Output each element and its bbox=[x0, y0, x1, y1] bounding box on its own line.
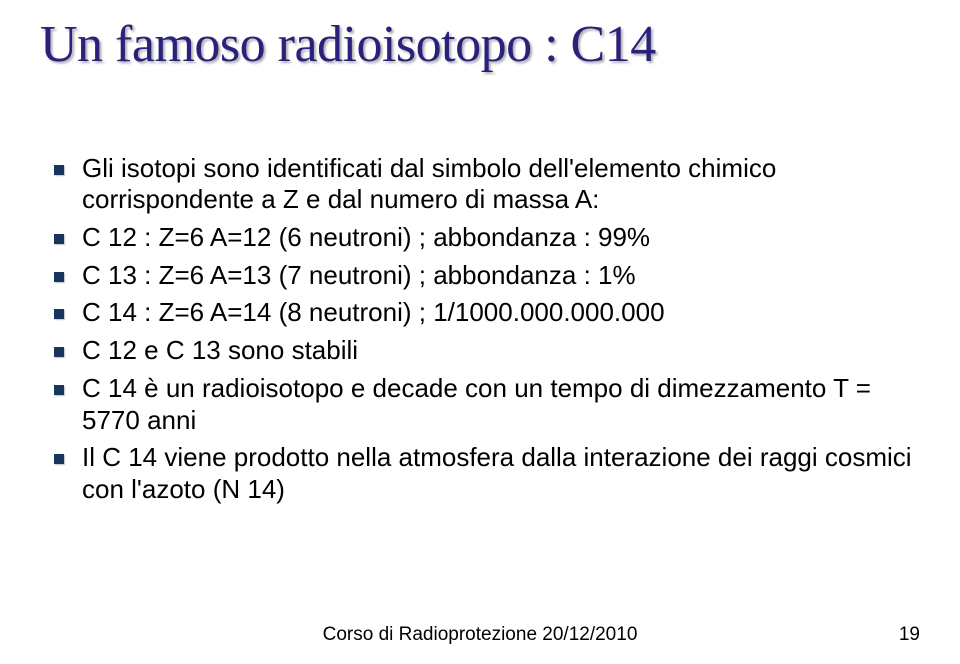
slide: Un famoso radioisotopo : C14 Gli isotopi… bbox=[0, 0, 960, 664]
bullet-list: Gli isotopi sono identificati dal simbol… bbox=[40, 153, 920, 506]
footer-text: Corso di Radioprotezione 20/12/2010 bbox=[0, 624, 960, 646]
list-item: Il C 14 viene prodotto nella atmosfera d… bbox=[48, 442, 920, 505]
list-item: C 14 è un radioisotopo e decade con un t… bbox=[48, 373, 920, 436]
list-item: C 12 e C 13 sono stabili bbox=[48, 335, 920, 367]
slide-title: Un famoso radioisotopo : C14 bbox=[40, 18, 920, 73]
list-item: Gli isotopi sono identificati dal simbol… bbox=[48, 153, 920, 216]
list-item: C 12 : Z=6 A=12 (6 neutroni) ; abbondanz… bbox=[48, 222, 920, 254]
page-number: 19 bbox=[899, 624, 920, 646]
list-item: C 13 : Z=6 A=13 (7 neutroni) ; abbondanz… bbox=[48, 260, 920, 292]
list-item: C 14 : Z=6 A=14 (8 neutroni) ; 1/1000.00… bbox=[48, 297, 920, 329]
